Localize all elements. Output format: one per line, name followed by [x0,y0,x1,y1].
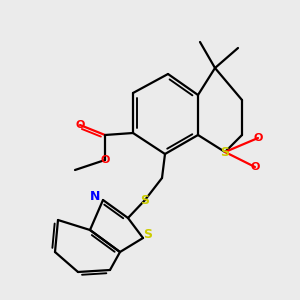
Text: O: O [100,155,110,165]
Text: O: O [250,162,260,172]
Text: S: S [220,146,230,158]
Text: O: O [253,133,263,143]
Text: S: S [140,194,149,206]
Text: O: O [75,120,85,130]
Text: N: N [90,190,100,203]
Text: S: S [143,229,152,242]
